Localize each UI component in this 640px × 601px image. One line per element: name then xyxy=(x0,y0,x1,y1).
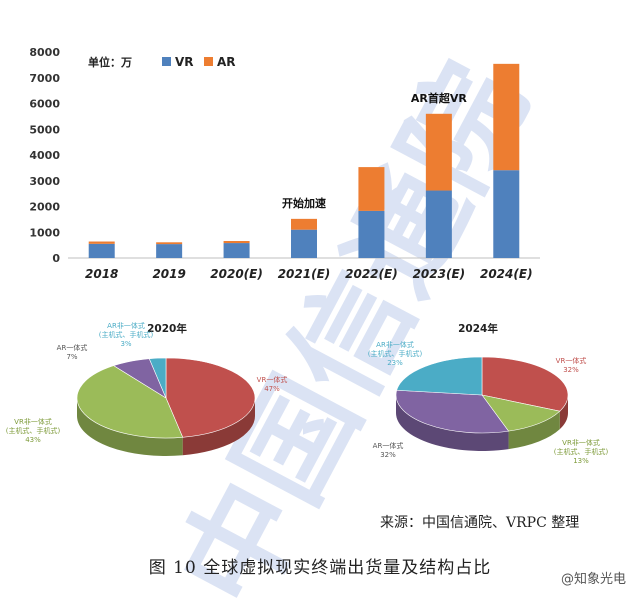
y-tick-label: 8000 xyxy=(29,46,60,59)
annotation: 开始加速 xyxy=(282,196,326,210)
bar-ar xyxy=(493,63,520,171)
bar-chart: 0 1000 2000 3000 4000 5000 6000 7000 8000 2018 201… xyxy=(29,46,540,281)
legend-swatch xyxy=(162,57,171,66)
pie-label: VR一体式 47% xyxy=(257,375,288,393)
pie-label: AR非一体式(主机式、手机式) 23% xyxy=(368,340,423,367)
legend-item-vr: VR xyxy=(162,55,194,69)
bar-ar xyxy=(425,113,452,191)
bar-vr xyxy=(291,229,317,258)
y-tick-label: 2000 xyxy=(29,201,60,214)
pie-label: VR非一体式(主机式、手机式) 13% xyxy=(554,438,609,465)
legend-label: VR xyxy=(175,55,194,69)
bar-ar xyxy=(223,241,250,244)
unit-label: 单位：万 xyxy=(88,55,132,69)
x-tick-label: 2022(E) xyxy=(345,267,398,281)
pie-side xyxy=(396,395,509,451)
y-tick-label: 3000 xyxy=(29,175,60,188)
bar-vr xyxy=(358,210,385,258)
pie-side xyxy=(508,411,560,450)
pie-label: AR一体式 7% xyxy=(57,343,88,361)
x-tick-label: 2019 xyxy=(152,267,185,281)
x-tick-label: 2021(E) xyxy=(278,267,331,281)
pie-side xyxy=(182,398,256,456)
y-tick-label: 1000 xyxy=(29,226,60,239)
source-note: 来源：中国信通院、VRPC 整理 xyxy=(380,515,580,531)
x-tick-label: 2023(E) xyxy=(413,267,466,281)
y-tick-label: 4000 xyxy=(29,149,60,162)
bar-vr xyxy=(425,190,452,258)
legend-swatch xyxy=(204,57,213,66)
y-tick-label: 7000 xyxy=(29,72,60,85)
bar-ar xyxy=(358,167,385,211)
bar-ar xyxy=(88,241,115,244)
pie-chart-2024: 2024年 VR一体式 32% VR非一体式(主机式、手机式) 13% AR一体式 32% A… xyxy=(368,322,609,465)
y-tick-label: 6000 xyxy=(29,98,60,111)
figure-caption: 图 10 全球虚拟现实终端出货量及结构占比 xyxy=(148,558,492,578)
x-tick-label: 2020(E) xyxy=(210,267,263,281)
pie-slice xyxy=(165,357,256,438)
pie-label: AR一体式 32% xyxy=(373,441,404,459)
pie-title: 2020年 xyxy=(147,322,187,335)
brand-watermark: @知象光电 xyxy=(560,572,626,587)
x-tick-label: 2024(E) xyxy=(480,267,533,281)
legend-item-ar: AR xyxy=(204,55,236,69)
pie-slice xyxy=(396,356,483,396)
pie-slice xyxy=(395,389,510,434)
bar-ar xyxy=(291,218,317,230)
x-tick-label: 2018 xyxy=(85,267,118,281)
annotation: AR首超VR xyxy=(411,91,467,105)
bar-ar xyxy=(156,242,183,245)
bar-vr xyxy=(156,244,183,258)
pie-slice xyxy=(76,365,184,439)
y-tick-label: 5000 xyxy=(29,123,60,136)
pie-label: AR非一体式(主机式、手机式) 3% xyxy=(99,321,154,348)
pie-label: VR一体式 32% xyxy=(556,356,587,374)
pie-label: VR非一体式(主机式、手机式) 43% xyxy=(6,417,61,444)
pie-slice xyxy=(148,357,167,399)
y-tick-label: 0 xyxy=(52,252,60,265)
pie-slice xyxy=(481,356,569,412)
bar-vr xyxy=(493,170,520,258)
pie-slice xyxy=(481,394,561,432)
bar-vr xyxy=(88,243,115,258)
pie-title: 2024年 xyxy=(458,322,498,335)
pie-side xyxy=(77,398,183,457)
pie-chart-2020: 2020年 VR一体式 47% VR非一体式(主机式、手机式) 43% AR一体式 7% AR… xyxy=(6,321,288,457)
legend-label: AR xyxy=(217,55,236,69)
bar-vr xyxy=(223,243,250,258)
